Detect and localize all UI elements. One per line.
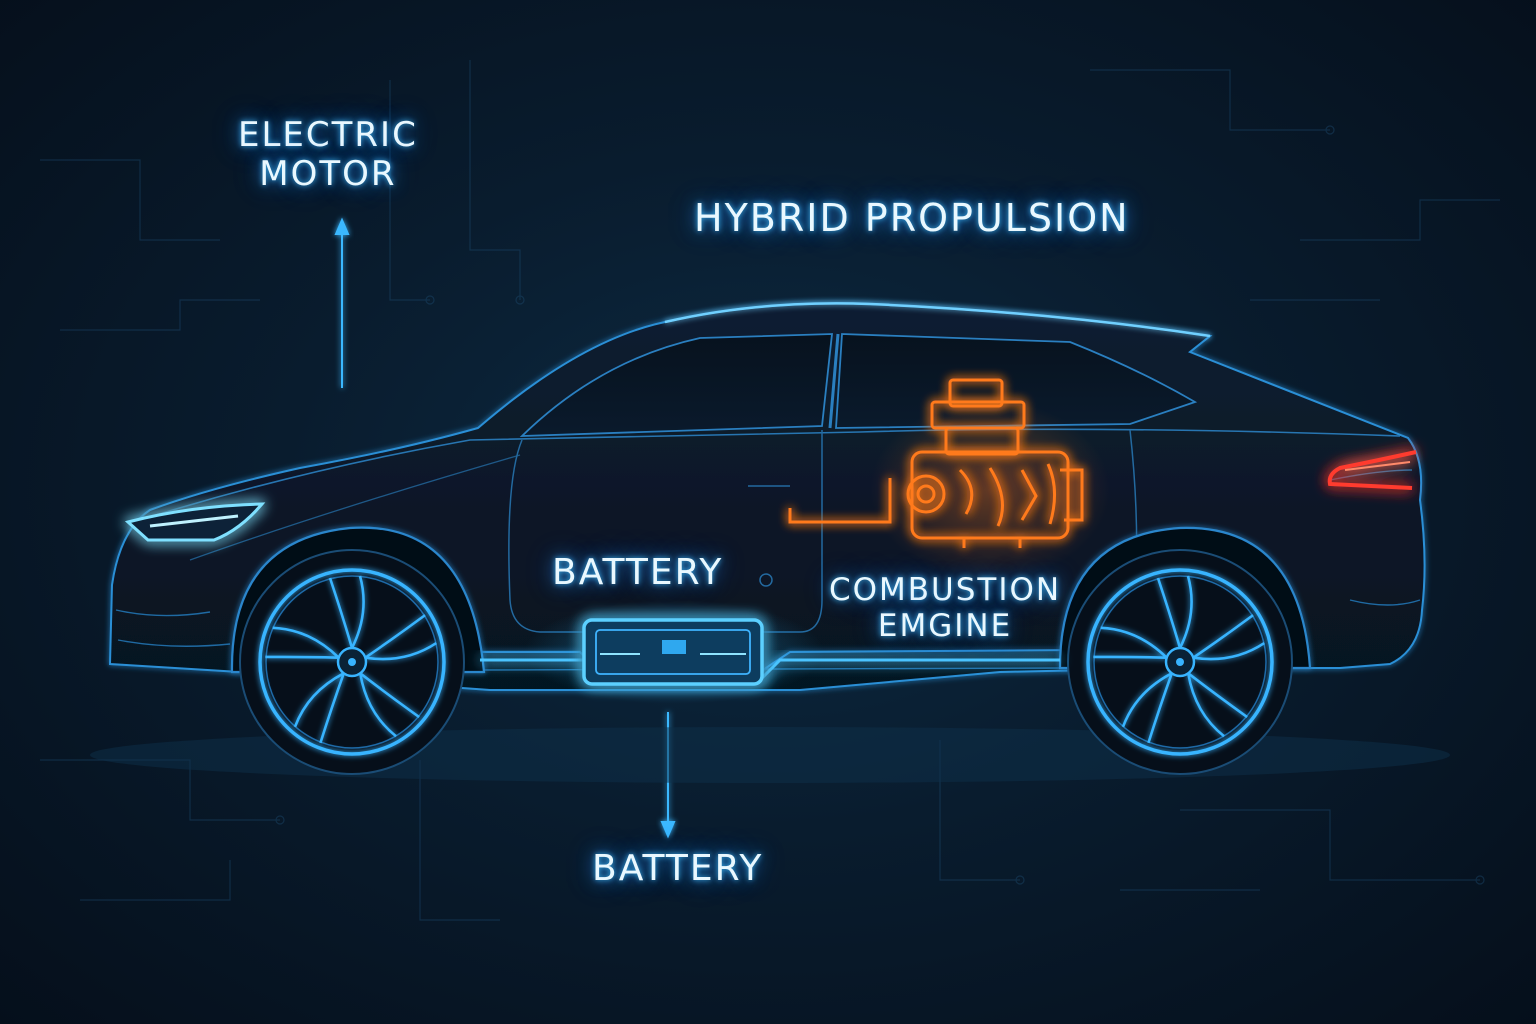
electric-motor-label-line-2: MOTOR <box>259 154 397 195</box>
circuit-background <box>40 60 1500 921</box>
combustion-engine-label-line-1: COMBUSTION <box>829 572 1062 608</box>
wheel-icon <box>1067 549 1293 775</box>
electric-motor-arrow <box>334 217 350 388</box>
car-windows <box>519 333 1198 437</box>
electric-motor-label-line-1: ELECTRIC <box>238 115 418 155</box>
electric-motor-label: ELECTRIC MOTOR <box>238 115 418 195</box>
headlight-icon <box>124 502 266 542</box>
combustion-engine-label-line-2: EMGINE <box>877 607 1013 644</box>
tail-light-icon <box>1327 450 1417 490</box>
battery-label-below: BATTERY <box>592 848 764 889</box>
battery-pack-icon <box>480 600 1060 704</box>
wheel-icon <box>239 549 465 775</box>
combustion-engine-label: COMBUSTION EMGINE <box>829 572 1062 644</box>
battery-label-inside: BATTERY <box>552 552 724 593</box>
engine-icon <box>788 378 1110 580</box>
diagram-title: HYBRID PROPULSION <box>694 196 1130 240</box>
